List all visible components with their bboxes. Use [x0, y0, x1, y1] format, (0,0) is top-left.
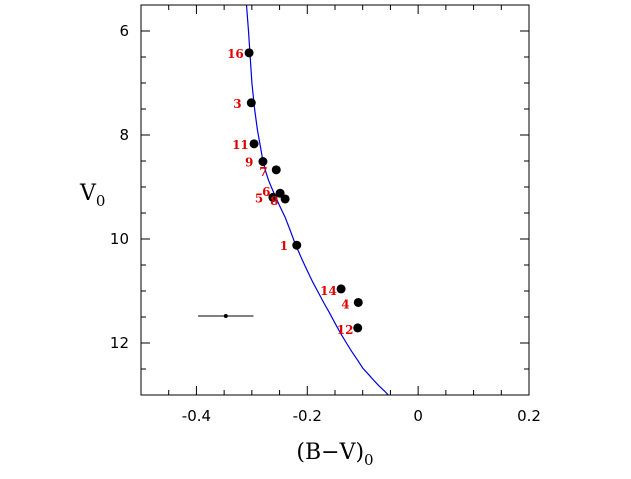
data-point-9: [258, 157, 268, 167]
y-axis-title-main: V: [79, 181, 97, 206]
point-label-6: 6: [262, 185, 270, 199]
x-tick-label: 0: [413, 407, 423, 425]
plot-frame: [140, 4, 530, 396]
y-axis-title-sub: 0: [96, 192, 106, 210]
point-labels-layer: 16 3 11 97 65 8 1 14 4 12: [227, 47, 353, 337]
data-point-11: [249, 139, 259, 149]
x-tick-label: -0.2: [293, 407, 322, 425]
x-tick-label: 0.2: [517, 407, 541, 425]
point-label-4: 4: [341, 297, 349, 311]
point-label-5: 5: [255, 191, 263, 205]
data-point-12: [353, 323, 363, 333]
data-point-16: [244, 48, 254, 58]
point-label-1: 1: [280, 239, 288, 253]
data-points-layer: [244, 48, 363, 333]
data-point-1: [292, 240, 302, 250]
point-label-8: 8: [270, 194, 278, 208]
y-tick-label: 10: [110, 230, 129, 248]
data-point-5: [268, 192, 278, 202]
point-label-7: 7: [259, 165, 267, 179]
point-label-16: 16: [227, 47, 244, 61]
data-point-3: [246, 98, 256, 108]
x-axis-title: (B−V)0: [296, 440, 373, 469]
y-tick-label: 8: [119, 126, 129, 144]
y-axis-title: V0: [79, 181, 105, 210]
point-label-11: 11: [232, 138, 249, 152]
data-point-4: [353, 297, 363, 307]
x-tick-label: -0.4: [182, 407, 211, 425]
error-bar-layer: [198, 313, 254, 318]
point-label-14: 14: [320, 284, 337, 298]
y-tick-label: 12: [110, 334, 129, 352]
data-point-8: [280, 194, 290, 204]
data-point-7: [271, 165, 281, 175]
point-label-12: 12: [337, 323, 354, 337]
x-axis-title-sub: 0: [364, 451, 374, 469]
data-point-14: [336, 284, 346, 294]
point-label-9: 9: [245, 156, 253, 170]
ticks-layer: [140, 4, 530, 396]
y-tick-label: 6: [119, 22, 129, 40]
point-label-3: 3: [233, 97, 241, 111]
x-axis-title-main: (B−V): [296, 440, 364, 465]
error-bar-point: [223, 313, 228, 318]
